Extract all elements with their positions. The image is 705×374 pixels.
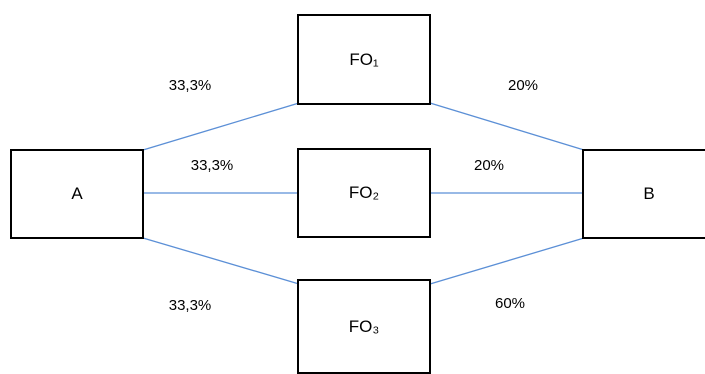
- edge-label-fo1-b: 20%: [507, 77, 539, 94]
- edge-fo3-b: [429, 237, 585, 285]
- node-fo1: FO₁: [297, 14, 431, 105]
- edge-fo1-b: [429, 102, 585, 151]
- edge-label-a-fo1: 33,3%: [168, 77, 212, 94]
- node-b-label: B: [643, 184, 655, 203]
- edge-a-fo3: [142, 237, 300, 285]
- node-fo1-label: FO₁: [349, 49, 379, 69]
- node-a: A: [10, 149, 144, 239]
- node-fo3-label: FO₃: [348, 316, 380, 336]
- edge-label-a-fo2: 33,3%: [190, 157, 234, 174]
- flow-diagram: A FO₁ FO₂ FO₃ B 33,3% 33,3% 33,3% 20% 20…: [10, 14, 705, 374]
- node-a-label: A: [71, 184, 83, 203]
- edge-label-fo3-b: 60%: [494, 295, 526, 312]
- node-fo3: FO₃: [297, 279, 431, 374]
- edge-a-fo1: [142, 102, 300, 151]
- node-fo2-label: FO₂: [348, 183, 380, 202]
- node-b: B: [582, 149, 705, 239]
- edges-layer: [142, 102, 585, 285]
- node-fo2: FO₂: [297, 148, 431, 238]
- edge-label-fo2-b: 20%: [473, 157, 505, 174]
- edge-label-a-fo3: 33,3%: [168, 297, 212, 314]
